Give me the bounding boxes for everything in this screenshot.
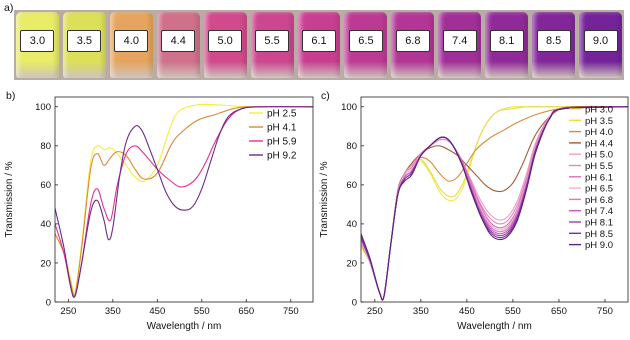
legend-label: pH 7.4 (585, 206, 613, 217)
chart-panel-b: b) 250 350 450 550 650 750 0 20 40 60 80 100 Waveleng… (4, 90, 314, 332)
y-axis-label: Transmission / % (4, 161, 15, 237)
y-tick-label: 0 (352, 297, 357, 308)
legend-label: pH 6.5 (585, 184, 613, 195)
x-axis-label: Wavelength / nm (457, 321, 532, 332)
plot-frame (54, 96, 314, 303)
vial-ph-label: 3.0 (20, 30, 55, 52)
x-tick-label: 350 (413, 306, 429, 317)
y-tick-label: 20 (346, 258, 357, 269)
vial-ph-label: 8.1 (489, 30, 524, 52)
legend-label: pH 4.4 (585, 138, 613, 149)
x-tick-label: 550 (194, 306, 210, 317)
y-tick-label: 20 (40, 258, 51, 269)
panel-letter: c) (321, 90, 330, 102)
x-tick-label: 450 (149, 306, 165, 317)
x-tick-label: 550 (505, 306, 521, 317)
x-tick-label: 450 (459, 306, 475, 317)
legend-label: pH 3.0 (585, 105, 613, 116)
vial-ph-label: 6.5 (348, 30, 383, 52)
x-tick-label: 650 (238, 306, 254, 317)
legend-label: pH 3.5 (585, 116, 613, 127)
series-group (361, 105, 628, 301)
vial-ph-label: 4.4 (161, 30, 196, 52)
y-tick-label: 60 (40, 180, 51, 191)
legend-label: pH 2.5 (267, 109, 297, 120)
legend-label: pH 6.8 (585, 195, 613, 206)
x-tick-label: 650 (551, 306, 567, 317)
panel-letter: b) (6, 90, 15, 102)
legend-label: pH 8.5 (585, 229, 613, 240)
legend-label: pH 9.2 (267, 151, 297, 162)
legend-label: pH 5.5 (585, 161, 613, 172)
series-line (55, 106, 313, 297)
x-tick-label: 750 (283, 306, 299, 317)
legend-label: pH 5.0 (585, 150, 613, 161)
y-tick-label: 60 (346, 180, 357, 191)
vial-ph-label: 5.5 (255, 30, 290, 52)
y-tick-label: 80 (40, 141, 51, 152)
x-tick-label: 350 (105, 306, 121, 317)
vial-ph-label: 7.4 (442, 30, 477, 52)
y-tick-label: 40 (40, 219, 51, 230)
vial-ph-label: 8.5 (536, 30, 571, 52)
legend-label: pH 4.1 (267, 123, 297, 134)
series-group (55, 103, 313, 298)
legend-label: pH 5.9 (267, 137, 297, 148)
vial-ph-label: 6.1 (302, 30, 336, 52)
y-tick-label: 80 (346, 141, 357, 152)
y-tick-label: 100 (35, 102, 51, 113)
y-tick-label: 100 (341, 102, 357, 113)
vial-ph-label: 5.0 (208, 30, 243, 52)
x-tick-label: 250 (60, 306, 76, 317)
vial-ph-label: 9.0 (583, 30, 618, 52)
vial-ph-label: 4.0 (114, 30, 149, 52)
legend-label: pH 4.0 (585, 127, 613, 138)
legend-label: pH 6.1 (585, 172, 613, 183)
y-tick-label: 0 (46, 297, 51, 308)
y-axis-label: Transmission / % (319, 161, 330, 237)
x-axis-label: Wavelength / nm (147, 321, 222, 332)
legend-label: pH 8.1 (585, 218, 613, 229)
vial-ph-label: 3.5 (67, 30, 102, 52)
plot-frame (360, 96, 629, 303)
y-tick-label: 40 (346, 219, 357, 230)
x-tick-label: 250 (367, 306, 383, 317)
vial-ph-label: 6.8 (395, 30, 430, 52)
panel-a-letter: a) (4, 2, 14, 14)
vial-photo-strip: 3.0 3.5 4.0 4.4 5.0 5.5 6.1 6.5 6.8 7.4 8.1 8.5 9.0 (0, 0, 630, 86)
series-line (361, 106, 628, 301)
series-line (55, 106, 313, 298)
chart-panel-c: c) 250 350 450 550 650 750 0 20 40 60 80 100 Waveleng… (319, 90, 629, 332)
legend-label: pH 9.0 (585, 240, 613, 251)
x-tick-label: 750 (597, 306, 613, 317)
